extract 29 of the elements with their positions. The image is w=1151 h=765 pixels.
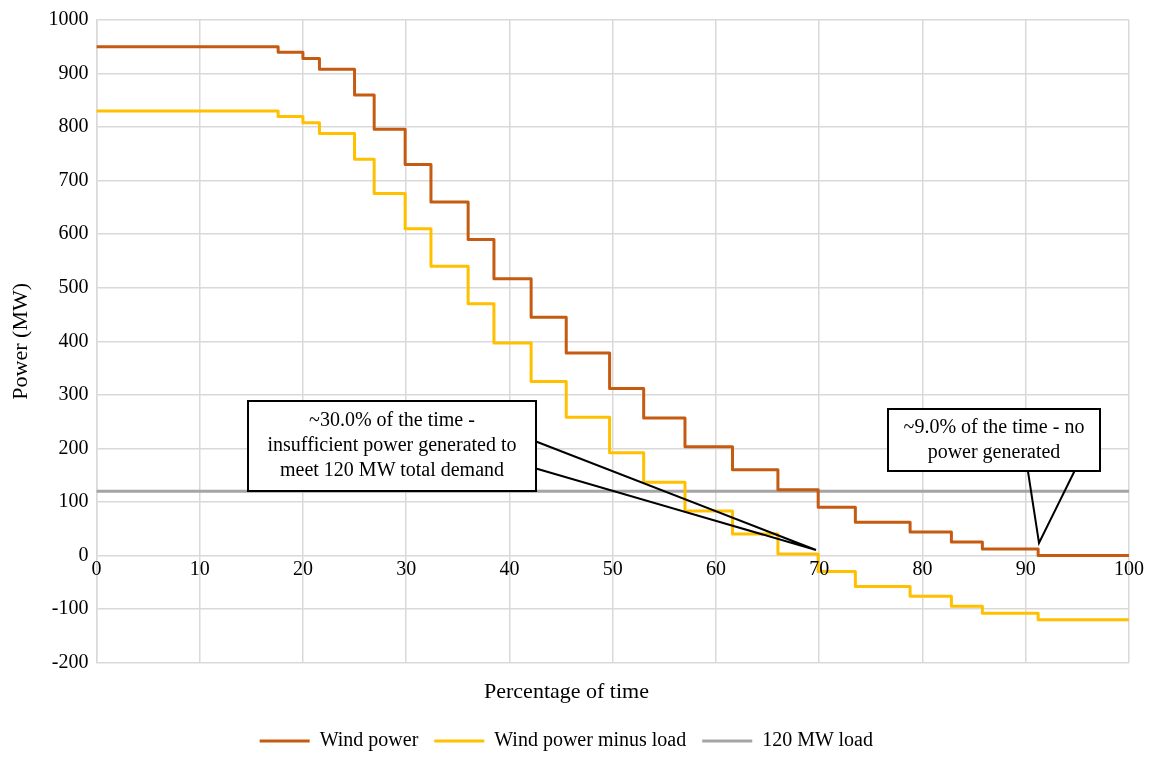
y-tick-label: 800 (58, 114, 89, 137)
x-tick-label: 100 (1114, 556, 1144, 579)
legend-label: 120 MW load (762, 728, 873, 751)
x-tick-label: 20 (292, 556, 313, 579)
annotation: ~30.0% of the time - insufficient power generated to meet 120 MW total demand (267, 408, 517, 481)
y-tick-label: 900 (58, 60, 89, 83)
y-tick-label: 500 (58, 275, 89, 297)
x-tick-label: 80 (912, 556, 933, 579)
x-tick-label: 50 (602, 556, 623, 579)
y-tick-label: -200 (51, 649, 89, 672)
y-tick-label: 400 (58, 328, 89, 351)
legend-label: Wind power minus load (494, 728, 687, 752)
annotation: ~9.0% of the time - no power generated (903, 414, 1085, 463)
y-tick-label: -100 (51, 596, 89, 619)
y-tick-label: 100 (58, 489, 89, 512)
x-axis-title: Percentage of time (484, 677, 649, 703)
y-axis-title: Power (MW) (6, 282, 32, 400)
x-tick-label: 30 (396, 556, 417, 579)
y-tick-label: 1000 (48, 7, 89, 30)
y-tick-label: 700 (58, 167, 89, 190)
y-tick-label: 600 (58, 221, 89, 244)
y-tick-label: 200 (58, 435, 89, 458)
x-tick-label: 40 (499, 556, 520, 579)
x-tick-label: 60 (705, 556, 726, 579)
y-tick-label: 0 (78, 542, 89, 565)
x-tick-label: 10 (189, 556, 210, 579)
y-tick-label: 300 (58, 382, 89, 405)
legend-label: Wind power (319, 728, 419, 752)
x-tick-label: 90 (1015, 556, 1036, 579)
